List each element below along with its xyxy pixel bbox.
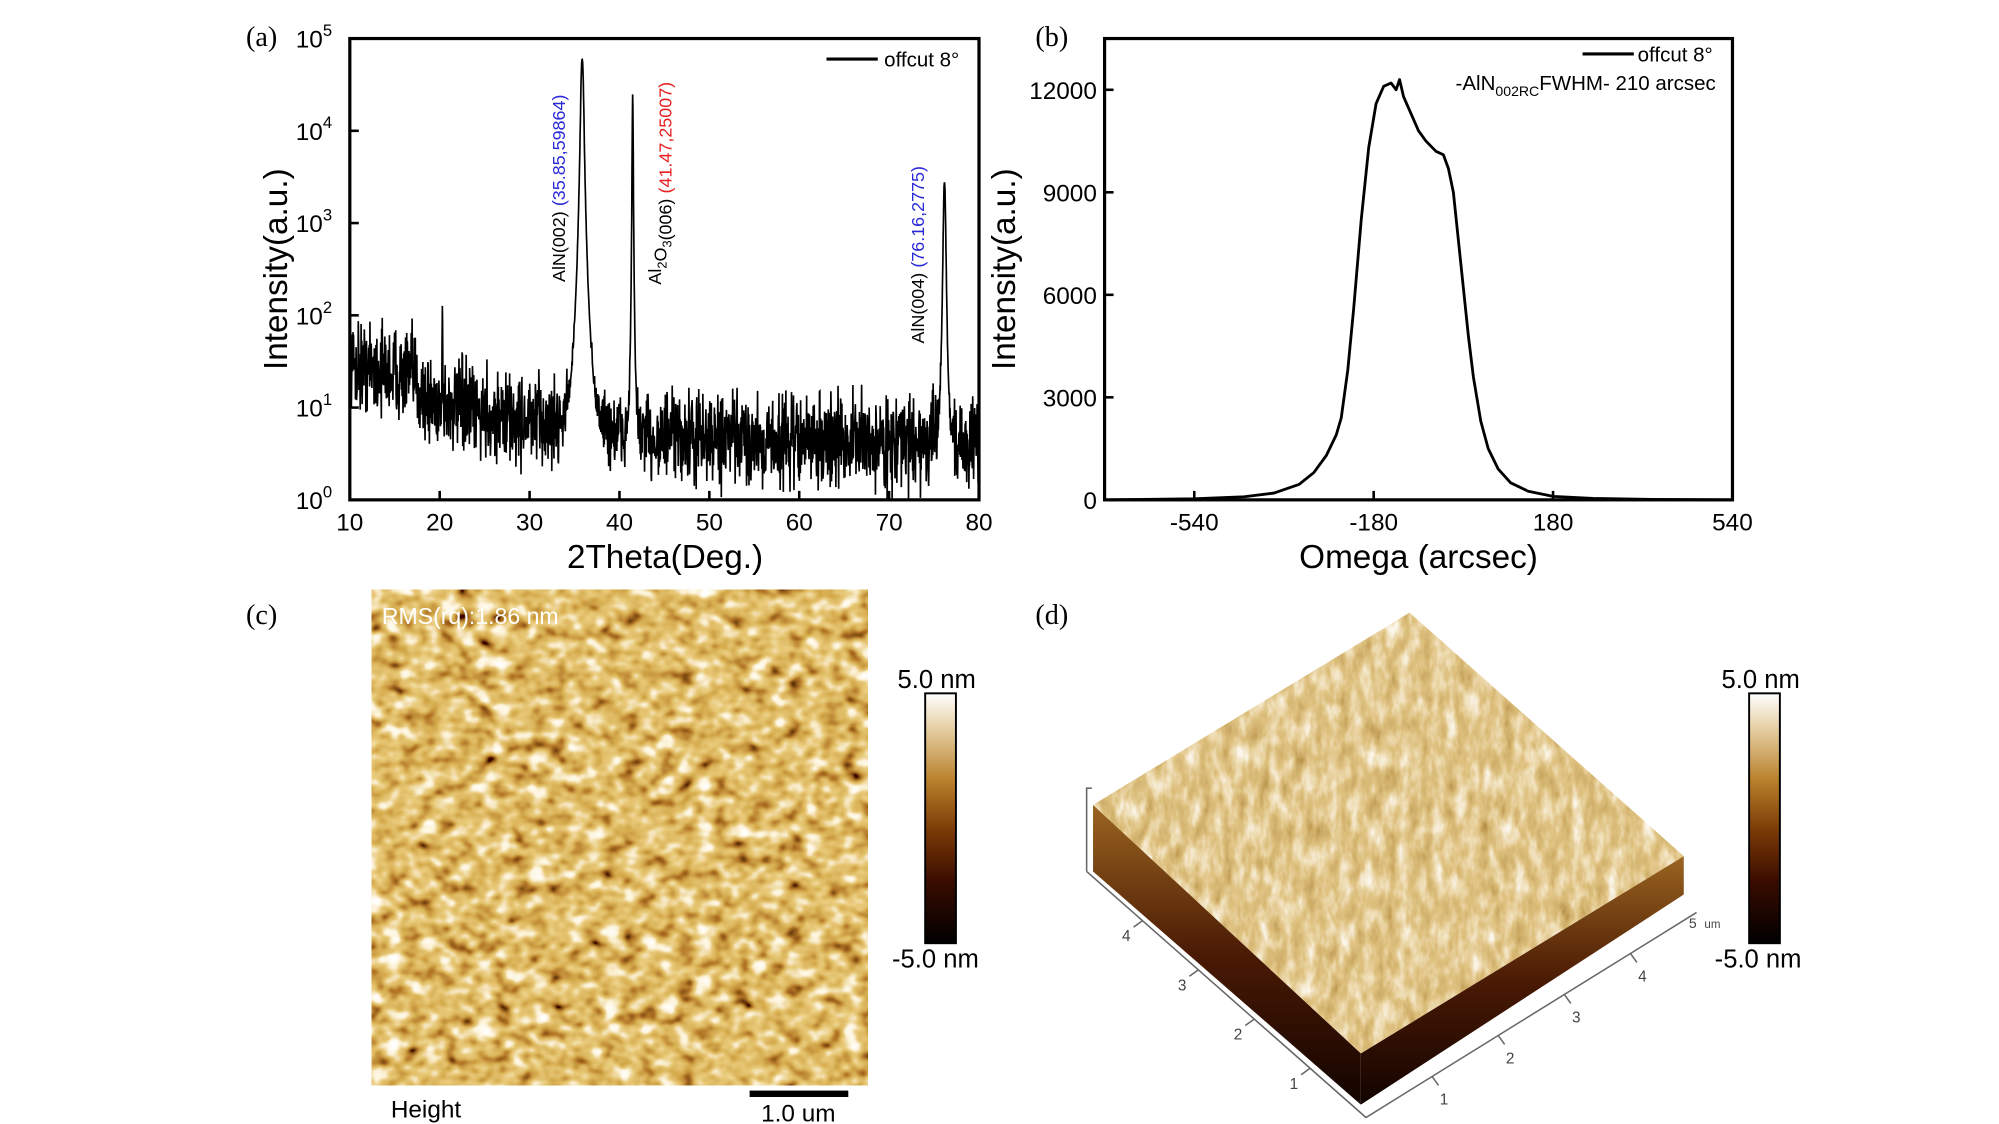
axis-tick-label: 1 [1440,1092,1449,1109]
panel-a-frame [348,36,981,502]
panel-b: (b) -540 -180 180 540 0 3000 6000 9000 12000 off… [986,22,1753,576]
panel-b-legend: offcut 8° [1582,44,1713,67]
panel-a-ticks: 10 20 30 40 50 60 70 80 100 101 102 103 104 105 [296,21,993,537]
x-tick-label: 180 [1533,510,1574,537]
xrd-series-line [349,58,979,500]
x-tick-label: 80 [965,510,992,537]
panel-b-ylabel: Intensity(a.u.) [986,168,1023,370]
axis-tick-mark [1244,1018,1255,1027]
panel-a-xlabel: 2Theta(Deg.) [567,539,763,576]
panel-a-label: (a) [246,22,277,53]
y-tick-label: 100 [296,482,332,515]
axis-tick-label: 2 [1234,1027,1243,1044]
axis-tick-label: 4 [1122,928,1131,945]
y-tick-label: 102 [296,298,332,331]
panel-d-label: (d) [1035,600,1068,631]
surface-right-side [1360,856,1684,1105]
axis-tick-label: 3 [1178,977,1187,994]
axis-tick-mark [1629,953,1638,963]
axis-tick-label: 4 [1638,969,1647,986]
axis-tick-label: 2 [1506,1051,1515,1068]
axis-tick-mark [1431,1076,1440,1086]
surface-left-side [1093,804,1361,1105]
surface-axis-ticks: 1 2 3 4 1 2 3 4 [1122,920,1647,1109]
y-tick-label: 6000 [1043,283,1097,310]
panel-b-label: (b) [1035,22,1068,53]
y-tick-label: 12000 [1029,78,1097,105]
peak-annotation: Al2O3(006)(41.47,25007) [645,82,675,285]
x-tick-label: 40 [606,510,633,537]
axis-tick-mark [1188,969,1199,977]
x-tick-label: -540 [1170,510,1219,537]
y-tick-label: 101 [296,390,332,423]
axis-tick-mark [1300,1067,1311,1076]
x-tick-label: -180 [1349,510,1398,537]
y-tick-label: 9000 [1043,180,1097,207]
colorbar-max-label: 5.0 nm [898,666,976,694]
colorbar [1748,692,1781,945]
axis-tick-label: 3 [1572,1010,1581,1027]
y-tick-label: 105 [296,21,332,54]
x-tick-label: 50 [696,510,723,537]
panel-b-frame [1102,36,1735,502]
legend-entry: offcut 8° [1638,44,1713,67]
panel-c: (c) RMS(rq):1.86 nm Height 1.0 um 5.0 nm… [246,589,979,1124]
scale-bar-label: 1.0 um [761,1100,835,1124]
panel-a-legend: offcut 8° [826,49,959,72]
panel-a-ylabel: Intensity(a.u.) [258,168,295,370]
panel-c-label: (c) [246,600,277,631]
colorbar [924,692,957,945]
y-tick-label: 0 [1083,488,1097,515]
axis-end-label: 5 um [1689,915,1721,931]
axis-tick-mark [1133,920,1143,928]
panel-d: (d) 1 2 3 4 1 2 3 4 5 um 5.0 nm -5.0 nm [1035,600,1802,1119]
y-tick-label: 3000 [1043,385,1097,412]
x-tick-label: 30 [516,510,543,537]
fwhm-annotation: -AlN002RCFWHM- 210 arcsec [1456,72,1716,99]
peak-annotation: AlN(002)(35.85,59864) [549,95,569,282]
scale-bar [749,1090,849,1097]
y-tick-label: 104 [296,113,332,146]
y-tick-label: 103 [296,206,332,239]
rocking-curve-line [1104,78,1733,502]
peak-annotation: AlN(004)(76.16,2775) [908,166,928,343]
x-tick-label: 10 [336,510,363,537]
colorbar-min-label: -5.0 nm [1715,946,1802,974]
x-tick-label: 540 [1712,510,1753,537]
colorbar-max-label: 5.0 nm [1722,666,1800,694]
panel-b-xlabel: Omega (arcsec) [1299,539,1538,576]
colorbar-min-label: -5.0 nm [892,946,979,974]
axis-tick-label: 1 [1290,1076,1299,1093]
axis-tick-mark [1563,994,1572,1004]
legend-entry: offcut 8° [884,49,959,72]
axis-tick-mark [1497,1035,1506,1045]
x-tick-label: 20 [426,510,453,537]
afm-height-image [371,589,868,1086]
x-tick-label: 60 [786,510,813,537]
peak-annotations: AlN(002)(35.85,59864) Al2O3(006)(41.47,25… [549,82,928,344]
surface-axes [1085,787,1697,1119]
channel-label: Height [391,1096,462,1123]
rms-text: RMS(rq):1.86 nm [382,603,559,629]
afm-3d-surface [1093,612,1684,1054]
panel-a: (a) 10 20 30 40 50 60 70 80 100 101 102 103 104 105 o… [246,21,992,576]
panel-b-ticks: -540 -180 180 540 0 3000 6000 9000 12000 [1029,78,1753,537]
x-tick-label: 70 [876,510,903,537]
